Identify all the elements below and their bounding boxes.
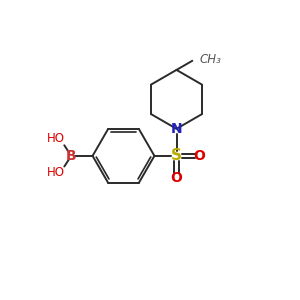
Text: HO: HO xyxy=(46,167,64,179)
Text: HO: HO xyxy=(46,132,64,145)
Text: O: O xyxy=(193,149,205,163)
Text: N: N xyxy=(171,122,182,136)
Text: S: S xyxy=(171,148,182,164)
Text: CH₃: CH₃ xyxy=(200,53,222,66)
Text: B: B xyxy=(66,149,77,163)
Text: O: O xyxy=(171,171,182,185)
